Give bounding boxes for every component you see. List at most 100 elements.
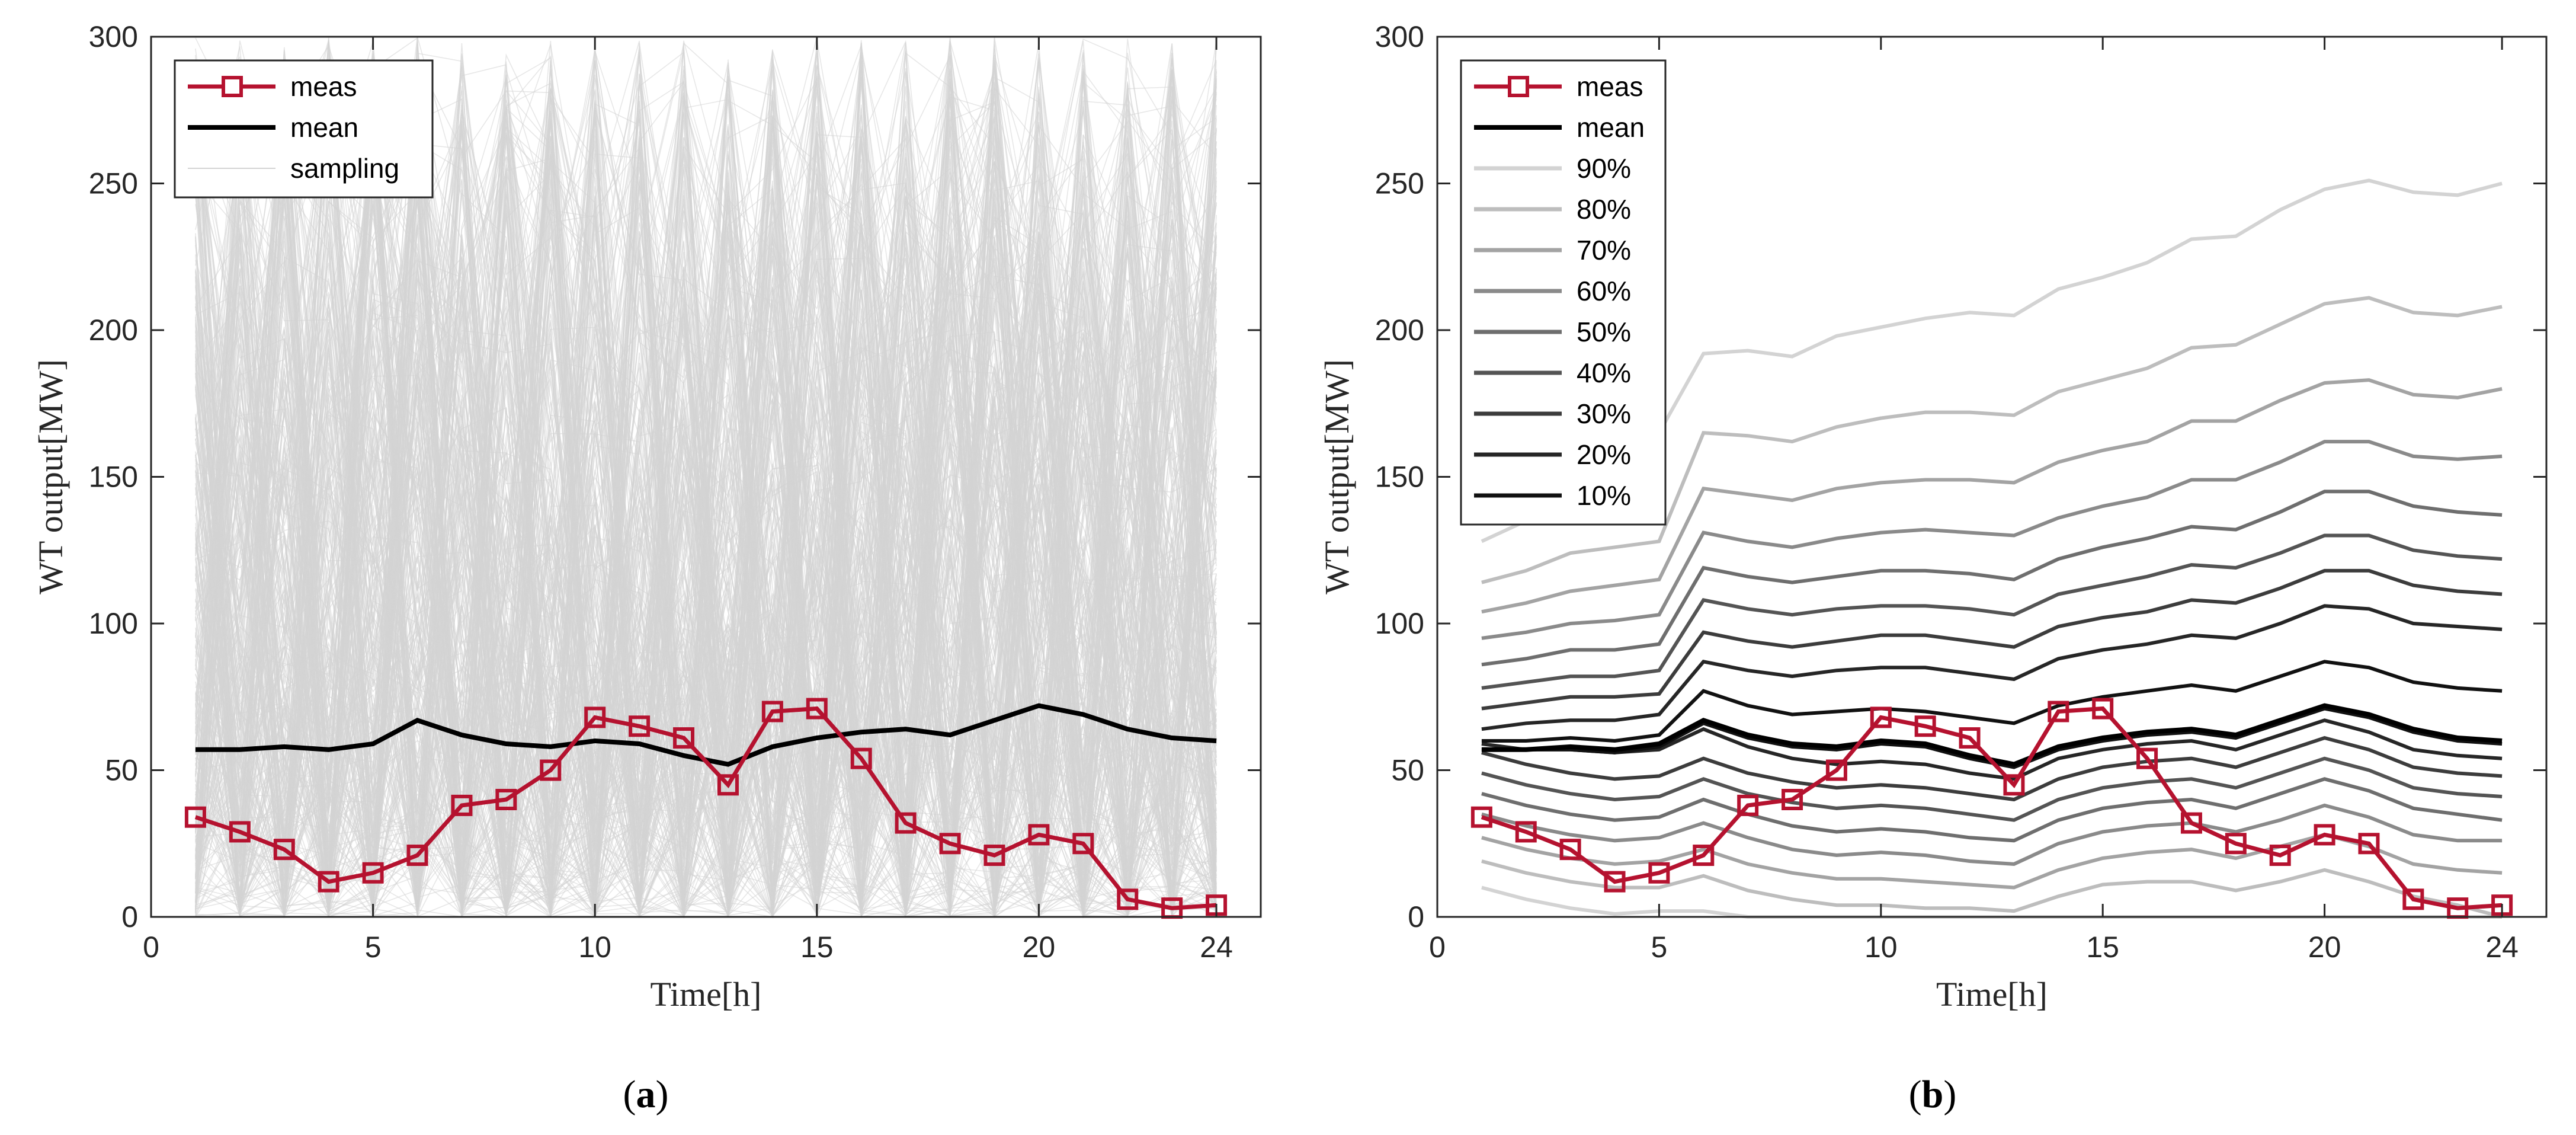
meas-point <box>1914 715 1936 737</box>
sampling-line <box>195 69 1217 917</box>
x-tick-label: 0 <box>1429 931 1446 964</box>
legend-label: 80% <box>1577 194 1631 225</box>
meas-point <box>1782 789 1803 810</box>
band-20pct-lower <box>1481 718 2503 781</box>
band-30pct-lower <box>1481 736 2503 802</box>
sampling-line <box>195 177 1217 917</box>
band-50pct-lower <box>1481 777 2503 843</box>
meas-point <box>584 706 606 728</box>
band-50pct-upper <box>1481 490 2503 667</box>
x-tick-label: 10 <box>578 931 611 964</box>
legend-label: 20% <box>1577 439 1631 470</box>
meas-point <box>1648 862 1670 884</box>
sampling-line <box>195 85 1217 910</box>
y-tick-label: 0 <box>121 900 138 933</box>
sampling-line <box>195 187 1217 918</box>
y-tick-label: 150 <box>1375 461 1424 494</box>
y-tick-label: 100 <box>89 607 138 640</box>
caption-part: ) <box>1943 1073 1956 1116</box>
y-tick-label: 150 <box>89 461 138 494</box>
meas-point <box>1072 833 1094 855</box>
caption-part: ( <box>623 1073 636 1116</box>
legend-label: meas <box>290 71 357 102</box>
sampling-line <box>195 83 1217 900</box>
sampling-line <box>195 109 1217 917</box>
x-axis-label: Time[h] <box>651 975 762 1013</box>
x-tick-label: 15 <box>800 931 834 964</box>
caption-part: ) <box>656 1073 669 1116</box>
meas-point <box>2092 698 2114 720</box>
sampling-line <box>195 68 1217 916</box>
meas-point <box>406 845 428 867</box>
sampling-line <box>195 87 1217 917</box>
panel-b: 0 5 10 15 20 24 0 50 100 150 200 250 300 Time[h] WT ou… <box>1318 20 2548 1116</box>
sampling-line <box>195 40 1217 916</box>
legend-label: 60% <box>1577 276 1631 306</box>
y-tick-label: 50 <box>1391 754 1424 787</box>
x-tick-label: 24 <box>2485 931 2519 964</box>
meas-point <box>2314 824 2335 846</box>
legend-label: meas <box>1577 71 1643 102</box>
sampling-line <box>195 98 1217 915</box>
sampling-line <box>195 181 1217 903</box>
legend-label: 70% <box>1577 235 1631 266</box>
meas-point <box>362 862 384 884</box>
sampling-line <box>195 52 1217 916</box>
sampling-line <box>195 53 1217 909</box>
meas-point <box>495 789 517 810</box>
meas-point <box>895 812 917 834</box>
panel-caption: (a) <box>623 1073 669 1116</box>
sampling-line <box>195 60 1217 917</box>
x-tick-label: 15 <box>2086 931 2119 964</box>
band-80pct-lower <box>1481 859 2503 919</box>
meas-point <box>451 794 473 816</box>
meas-point <box>983 845 1005 867</box>
panel-a: 0 5 10 15 20 24 0 50 100 150 200 250 300 Time[h] WT ou… <box>31 20 1262 1116</box>
meas-point <box>673 727 695 749</box>
ticks: 0 5 10 15 20 24 0 50 100 150 200 250 300 <box>89 20 1261 964</box>
band-60pct-upper <box>1481 440 2503 640</box>
sampling-line <box>195 63 1217 909</box>
meas-point <box>629 715 651 737</box>
meas-point <box>1604 871 1626 893</box>
meas-point <box>2269 845 2291 867</box>
panel-caption: (b) <box>1909 1073 1957 1116</box>
ticks: 0 5 10 15 20 24 0 50 100 150 200 250 300 <box>1375 20 2546 964</box>
legend-label: 50% <box>1577 316 1631 347</box>
sampling-line <box>195 138 1217 915</box>
meas-point <box>540 759 562 781</box>
caption-part: ( <box>1909 1073 1922 1116</box>
meas-point <box>2180 812 2202 834</box>
legend-label: 90% <box>1577 153 1631 184</box>
sampling-line <box>195 95 1217 916</box>
meas-point <box>2136 747 2158 769</box>
caption-part: b <box>1922 1073 1944 1116</box>
y-tick-label: 200 <box>89 314 138 347</box>
sampling-line <box>195 89 1217 916</box>
meas-point <box>1028 824 1050 846</box>
plot-area <box>1470 178 2513 919</box>
x-tick-label: 20 <box>2308 931 2341 964</box>
y-tick-label: 0 <box>1408 900 1424 933</box>
sampling-line <box>195 38 1217 911</box>
legend-label: 40% <box>1577 357 1631 388</box>
legend: meas mean 90% 80% 70% 60% 50% 40% 30% 20% 10% <box>1460 59 1667 526</box>
y-tick-label: 250 <box>1375 167 1424 200</box>
meas-point <box>850 747 872 769</box>
y-tick-label: 50 <box>105 754 138 787</box>
legend: meas mean sampling <box>174 59 434 199</box>
meas-point <box>1737 794 1759 816</box>
caption-part: a <box>636 1073 656 1116</box>
meas-point <box>1470 806 1492 828</box>
meas-point <box>717 774 739 796</box>
y-tick-label: 300 <box>1375 20 1424 53</box>
x-tick-label: 20 <box>1023 931 1056 964</box>
y-axis-label: WT output[MW] <box>31 359 70 594</box>
legend-label: 10% <box>1577 480 1631 511</box>
x-axis-label: Time[h] <box>1936 975 2048 1013</box>
x-tick-label: 10 <box>1864 931 1898 964</box>
plot-area <box>184 36 1228 919</box>
sampling-line <box>195 56 1217 916</box>
x-tick-label: 5 <box>365 931 382 964</box>
